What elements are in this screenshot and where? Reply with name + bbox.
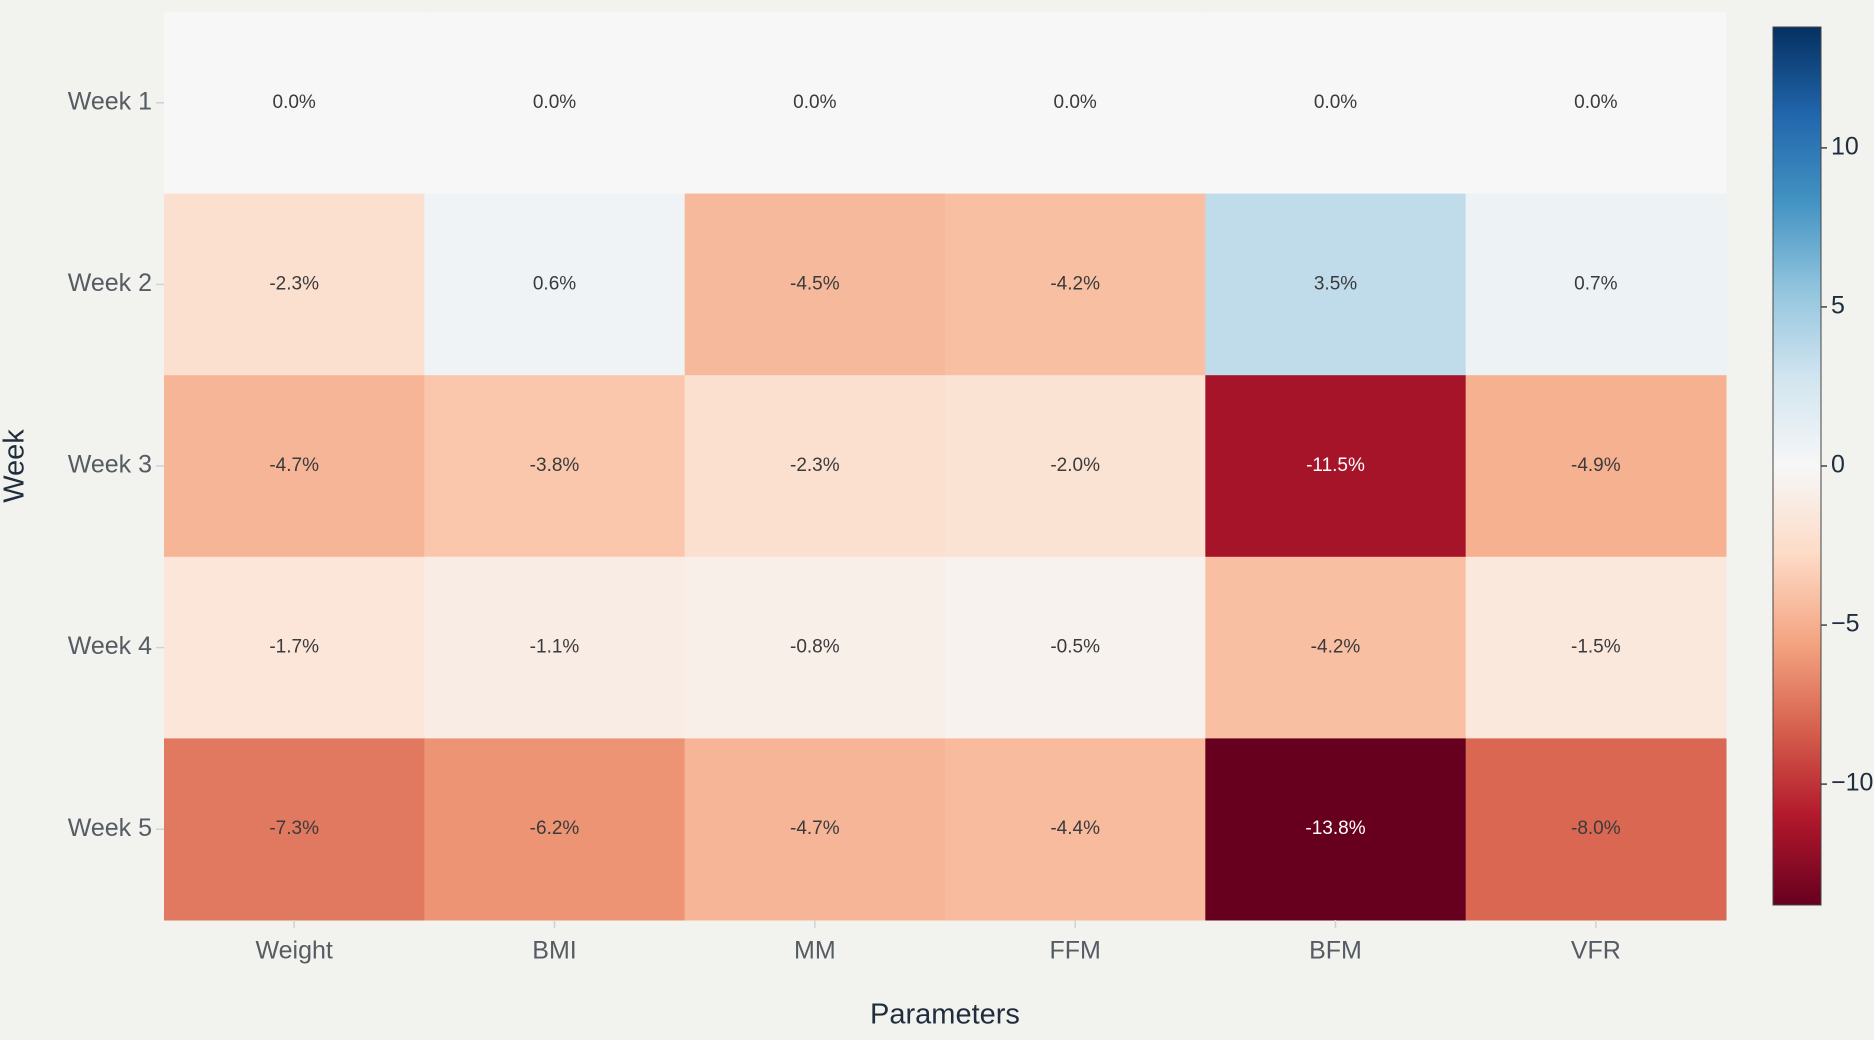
- heatmap-cell: [1205, 193, 1467, 376]
- cell-label: -4.2%: [1050, 273, 1100, 294]
- heatmap-cell: [1465, 193, 1727, 376]
- heatmap-cell: [164, 738, 425, 921]
- y-axis-title: Week: [0, 429, 31, 503]
- heatmap-cell: [164, 375, 425, 558]
- cell-label: -4.7%: [269, 455, 319, 476]
- heatmap-cell: [424, 375, 686, 558]
- cell-label: 0.0%: [1054, 92, 1097, 113]
- cell-label: -1.1%: [530, 637, 580, 658]
- cell-label: 0.0%: [1314, 92, 1357, 113]
- colorbar-tick-label: 5: [1831, 292, 1845, 320]
- heatmap-cell: [684, 193, 946, 376]
- heatmap-cell: [1465, 12, 1727, 195]
- heatmap-cell: [684, 375, 946, 558]
- cell-label: 0.0%: [1574, 92, 1617, 113]
- heatmap-cell: [945, 12, 1206, 195]
- heatmap-cell: [424, 193, 686, 376]
- heatmap-cell: [424, 556, 686, 739]
- y-tick-label: Week 2: [68, 269, 152, 297]
- cell-label: -4.2%: [1311, 637, 1361, 658]
- cell-label: -1.7%: [269, 637, 319, 658]
- y-tick-label: Week 5: [68, 814, 152, 842]
- cell-label: -2.3%: [790, 455, 840, 476]
- heatmap-cell: [1205, 738, 1467, 921]
- heatmap-cell: [1465, 375, 1727, 558]
- x-tick-label: BMI: [532, 937, 576, 965]
- y-tick-label: Week 1: [68, 87, 152, 115]
- heatmap-cell: [1205, 556, 1467, 739]
- cell-label: -1.5%: [1571, 637, 1621, 658]
- heatmap-cell: [945, 193, 1206, 376]
- colorbar-tick-label: −10: [1831, 769, 1873, 797]
- cell-label: -4.9%: [1571, 455, 1621, 476]
- cell-label: -0.5%: [1050, 637, 1100, 658]
- heatmap-cell: [164, 12, 425, 195]
- cell-label: -3.8%: [530, 455, 580, 476]
- x-tick-label: MM: [794, 937, 836, 965]
- heatmap-cell: [164, 556, 425, 739]
- heatmap-cell: [424, 738, 686, 921]
- cell-label: 0.6%: [533, 273, 576, 294]
- heatmap-cell: [1205, 12, 1467, 195]
- cell-label: -4.4%: [1050, 818, 1100, 839]
- x-tick-label: FFM: [1049, 937, 1100, 965]
- cell-label: 0.7%: [1574, 273, 1617, 294]
- colorbar-tick-label: 10: [1831, 132, 1859, 160]
- x-axis-title: Parameters: [870, 999, 1020, 1031]
- heatmap-cell: [945, 375, 1206, 558]
- cell-label: -4.5%: [790, 273, 840, 294]
- cell-label: 0.0%: [793, 92, 836, 113]
- colorbar-tick-label: −5: [1831, 610, 1860, 638]
- heatmap-cell: [424, 12, 686, 195]
- cell-label: -7.3%: [269, 818, 319, 839]
- heatmap-cell: [684, 556, 946, 739]
- y-tick-label: Week 4: [68, 632, 152, 660]
- cell-label: -0.8%: [790, 637, 840, 658]
- x-tick-label: VFR: [1571, 937, 1621, 965]
- colorbar: [1772, 26, 1822, 906]
- heatmap-cell: [1465, 738, 1727, 921]
- cell-label: -6.2%: [530, 818, 580, 839]
- y-tick-label: Week 3: [68, 451, 152, 479]
- cell-label: 0.0%: [273, 92, 316, 113]
- x-tick-label: Weight: [255, 937, 332, 965]
- heatmap-cell: [945, 738, 1206, 921]
- cell-label: -11.5%: [1306, 455, 1365, 476]
- cell-label: -2.3%: [269, 273, 319, 294]
- cell-label: -13.8%: [1305, 818, 1365, 839]
- cell-label: -4.7%: [790, 818, 840, 839]
- cell-label: -8.0%: [1571, 818, 1621, 839]
- x-tick-label: BFM: [1309, 937, 1362, 965]
- heatmap-cell: [1465, 556, 1727, 739]
- heatmap-cell: [945, 556, 1206, 739]
- heatmap-cell: [164, 193, 425, 376]
- colorbar-tick-label: 0: [1831, 451, 1845, 479]
- heatmap-cell: [684, 12, 946, 195]
- cell-label: -2.0%: [1050, 455, 1100, 476]
- heatmap-cell: [1205, 375, 1467, 558]
- cell-label: 3.5%: [1314, 273, 1357, 294]
- cell-label: 0.0%: [533, 92, 576, 113]
- heatmap-cell: [684, 738, 946, 921]
